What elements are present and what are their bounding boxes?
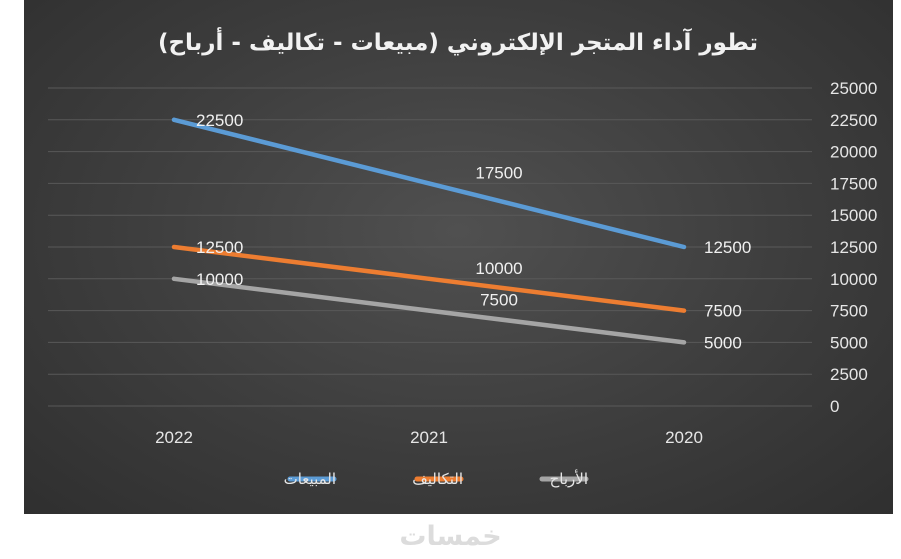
y-tick-label: 15000 <box>830 206 877 225</box>
chart-area: تطور آداء المتجر الإلكتروني (مبيعات - تك… <box>24 0 893 514</box>
data-labels: 22500 17500 12500 12500 10000 7500 10000 7500 50… <box>196 111 751 353</box>
series-lines <box>171 117 687 345</box>
data-point <box>682 245 686 249</box>
data-point <box>682 308 686 313</box>
y-tick-label: 0 <box>830 397 839 416</box>
x-axis-tick-labels: 2022 2021 2020 <box>155 428 703 447</box>
data-point <box>427 181 431 186</box>
data-label: 17500 <box>475 163 522 182</box>
gridlines <box>48 87 812 407</box>
data-label: 7500 <box>480 291 518 310</box>
y-tick-label: 20000 <box>830 143 877 162</box>
legend: المبيعات التكاليف الأرباح <box>284 469 589 488</box>
data-point <box>172 117 176 122</box>
legend-label: المبيعات <box>284 470 336 488</box>
legend-label: الأرباح <box>550 469 588 488</box>
data-point <box>172 276 176 281</box>
x-tick-label: 2022 <box>155 428 193 447</box>
data-point <box>172 245 176 249</box>
x-tick-label: 2021 <box>410 428 448 447</box>
data-label: 10000 <box>475 259 522 278</box>
y-tick-label: 12500 <box>830 238 877 257</box>
y-tick-label: 22500 <box>830 111 877 130</box>
y-tick-label: 17500 <box>830 174 877 193</box>
y-tick-label: 7500 <box>830 302 868 321</box>
data-point <box>427 308 431 313</box>
y-tick-label: 2500 <box>830 365 868 384</box>
chart-title: تطور آداء المتجر الإلكتروني (مبيعات - تك… <box>158 26 758 56</box>
y-tick-label: 25000 <box>830 79 877 98</box>
legend-label: التكاليف <box>412 470 463 488</box>
data-label: 5000 <box>704 333 742 352</box>
y-tick-label: 10000 <box>830 270 877 289</box>
y-axis-tick-labels: 0 2500 5000 7500 10000 12500 15000 17500 20000 22… <box>830 79 877 416</box>
data-label: 12500 <box>704 238 751 257</box>
data-point <box>682 340 686 345</box>
data-label: 7500 <box>704 302 742 321</box>
x-tick-label: 2020 <box>665 428 703 447</box>
data-point <box>427 276 431 281</box>
line-chart: تطور آداء المتجر الإلكتروني (مبيعات - تك… <box>48 26 877 488</box>
data-label: 22500 <box>196 111 243 130</box>
data-label: 10000 <box>196 270 243 289</box>
y-tick-label: 5000 <box>830 333 868 352</box>
data-label: 12500 <box>196 238 243 257</box>
watermark-logo: خمسات <box>399 521 502 552</box>
